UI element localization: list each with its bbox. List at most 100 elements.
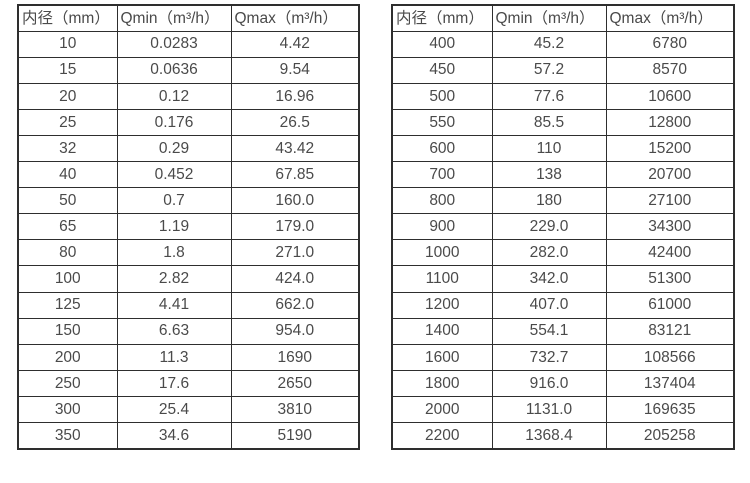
table-cell: 180	[491, 187, 607, 215]
table-cell: 1131.0	[491, 395, 607, 424]
column-header-qmax: Qmax（m³/h）	[605, 4, 735, 32]
table-cell: 125	[17, 291, 118, 319]
table-cell: 6780	[605, 30, 735, 58]
table-cell: 100	[17, 265, 118, 293]
table-cell: 205258	[605, 421, 735, 450]
table-cell: 17.6	[116, 369, 232, 397]
table-row: 1100 342.0 51300	[391, 265, 735, 293]
table-cell: 10600	[605, 82, 735, 110]
table-cell: 12800	[605, 108, 735, 136]
table-cell: 1.19	[116, 213, 232, 241]
table-cell: 350	[17, 421, 118, 450]
column-header-qmin: Qmin（m³/h）	[491, 4, 607, 32]
table-row: 50 0.7 160.0	[17, 187, 360, 215]
table-cell: 150	[17, 317, 118, 345]
table-row: 300 25.4 3810	[17, 395, 360, 424]
table-cell: 32	[17, 134, 118, 163]
table-cell: 16.96	[230, 82, 360, 110]
table-cell: 20700	[605, 161, 735, 189]
table-cell: 1000	[391, 239, 493, 267]
table-cell: 1200	[391, 291, 493, 319]
table-cell: 45.2	[491, 30, 607, 58]
table-cell: 65	[17, 213, 118, 241]
table-cell: 450	[391, 56, 493, 84]
table-cell: 282.0	[491, 239, 607, 267]
table-row: 40 0.452 67.85	[17, 161, 360, 189]
table-row: 1800 916.0 137404	[391, 369, 735, 397]
table-row: 250 17.6 2650	[17, 369, 360, 397]
table-row: 1000 282.0 42400	[391, 239, 735, 267]
table-cell: 10	[17, 30, 118, 58]
table-cell: 61000	[605, 291, 735, 319]
table-cell: 1100	[391, 265, 493, 293]
table-cell: 108566	[605, 343, 735, 371]
table-row: 1200 407.0 61000	[391, 291, 735, 319]
table-cell: 900	[391, 213, 493, 241]
column-header-qmax: Qmax（m³/h）	[230, 4, 360, 32]
table-cell: 732.7	[491, 343, 607, 371]
table-row: 100 2.82 424.0	[17, 265, 360, 293]
table-cell: 110	[491, 134, 607, 163]
table-row: 125 4.41 662.0	[17, 291, 360, 319]
table-cell: 2650	[230, 369, 360, 397]
table-cell: 916.0	[491, 369, 607, 397]
table-cell: 0.29	[116, 134, 232, 163]
table-cell: 137404	[605, 369, 735, 397]
column-header-diameter: 内径（mm）	[391, 4, 493, 32]
table-cell: 0.0636	[116, 56, 232, 84]
table-cell: 138	[491, 161, 607, 189]
table-cell: 550	[391, 108, 493, 136]
table-cell: 6.63	[116, 317, 232, 345]
table-cell: 26.5	[230, 108, 360, 136]
table-cell: 2200	[391, 421, 493, 450]
table-cell: 1368.4	[491, 421, 607, 450]
table-row: 80 1.8 271.0	[17, 239, 360, 267]
table-header-row-left: 内径（mm） Qmin（m³/h） Qmax（m³/h）	[17, 4, 360, 32]
table-cell: 0.7	[116, 187, 232, 215]
table-cell: 0.0283	[116, 30, 232, 58]
table-cell: 1690	[230, 343, 360, 371]
table-cell: 407.0	[491, 291, 607, 319]
table-cell: 27100	[605, 187, 735, 215]
table-cell: 600	[391, 134, 493, 163]
table-cell: 0.176	[116, 108, 232, 136]
column-header-diameter: 内径（mm）	[17, 4, 118, 32]
table-row: 800 180 27100	[391, 187, 735, 215]
column-header-qmin: Qmin（m³/h）	[116, 4, 232, 32]
flow-table-large-diameters: 内径（mm） Qmin（m³/h） Qmax（m³/h） 400 45.2 6780…	[391, 4, 735, 450]
table-row: 550 85.5 12800	[391, 108, 735, 136]
table-cell: 179.0	[230, 213, 360, 241]
table-cell: 25.4	[116, 395, 232, 424]
table-row: 2200 1368.4 205258	[391, 421, 735, 450]
table-row: 900 229.0 34300	[391, 213, 735, 241]
table-cell: 2.82	[116, 265, 232, 293]
table-row: 20 0.12 16.96	[17, 82, 360, 110]
table-cell: 424.0	[230, 265, 360, 293]
table-cell: 77.6	[491, 82, 607, 110]
table-cell: 554.1	[491, 317, 607, 345]
table-cell: 662.0	[230, 291, 360, 319]
table-row: 1600 732.7 108566	[391, 343, 735, 371]
table-cell: 5190	[230, 421, 360, 450]
table-cell: 40	[17, 161, 118, 189]
table-row: 350 34.6 5190	[17, 421, 360, 450]
table-cell: 34300	[605, 213, 735, 241]
table-cell: 1600	[391, 343, 493, 371]
table-row: 500 77.6 10600	[391, 82, 735, 110]
table-cell: 200	[17, 343, 118, 371]
table-cell: 300	[17, 395, 118, 424]
table-cell: 34.6	[116, 421, 232, 450]
table-cell: 15	[17, 56, 118, 84]
table-cell: 400	[391, 30, 493, 58]
table-row: 65 1.19 179.0	[17, 213, 360, 241]
table-row: 150 6.63 954.0	[17, 317, 360, 345]
table-row: 600 110 15200	[391, 134, 735, 163]
table-row: 15 0.0636 9.54	[17, 56, 360, 84]
table-row: 200 11.3 1690	[17, 343, 360, 371]
table-cell: 51300	[605, 265, 735, 293]
table-cell: 229.0	[491, 213, 607, 241]
table-cell: 43.42	[230, 134, 360, 163]
table-cell: 1400	[391, 317, 493, 345]
table-row: 450 57.2 8570	[391, 56, 735, 84]
table-cell: 342.0	[491, 265, 607, 293]
